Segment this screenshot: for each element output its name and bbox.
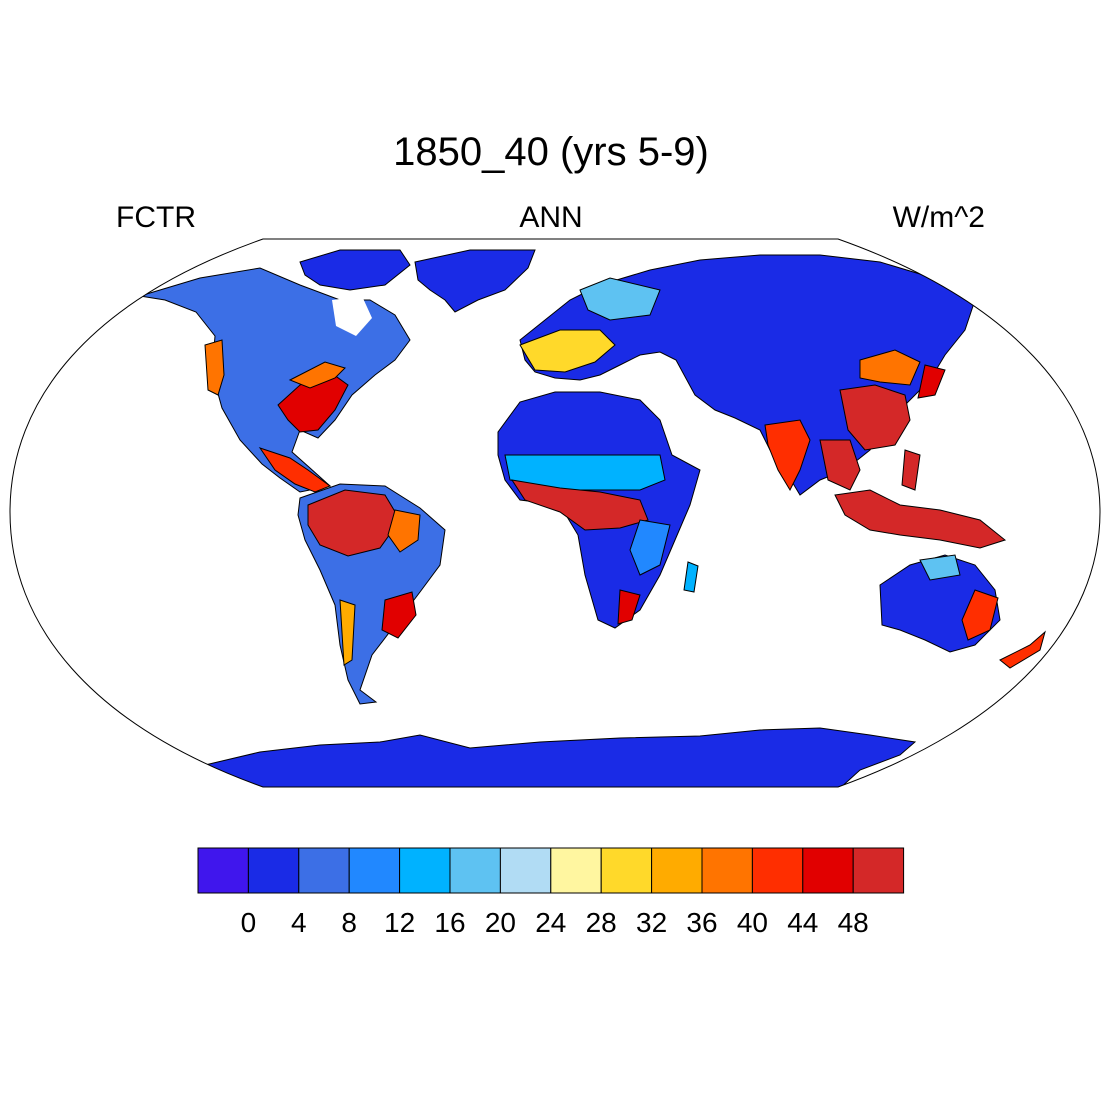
colorbar-tick-label: 20: [485, 907, 516, 938]
colorbar-box: [550, 847, 602, 894]
sa-orange: [387, 509, 421, 553]
china-east: [839, 384, 911, 451]
colorbar-tick-label: 16: [434, 907, 465, 938]
philippines: [901, 449, 921, 491]
plot-title: 1850_40 (yrs 5-9): [393, 130, 709, 174]
amazon: [307, 489, 401, 557]
sa-andes: [339, 599, 356, 666]
madagascar: [683, 561, 699, 593]
hudson-bay: [332, 296, 372, 336]
colorbar-box: [449, 847, 501, 894]
antarctica: [203, 727, 917, 787]
colorbar-tick-label: 12: [384, 907, 415, 938]
colorbar-box: [499, 847, 552, 894]
china-orange: [859, 349, 921, 386]
colorbar-box: [600, 847, 653, 894]
variable-label: FCTR: [116, 201, 196, 234]
colorbar-tick-label: 28: [586, 907, 617, 938]
colorbar-tick-label: 40: [737, 907, 768, 938]
season-label: ANN: [519, 201, 583, 234]
na-westcoast: [204, 339, 225, 396]
africa-congo: [510, 479, 649, 531]
australia-east: [961, 589, 999, 641]
india: [764, 419, 811, 492]
map-border: [9, 238, 1101, 788]
units-label: W/m^2: [892, 201, 985, 234]
colorbar-box: [298, 847, 350, 894]
colorbar-tick-label: 48: [838, 907, 869, 938]
africa-south: [617, 589, 641, 625]
africa-east: [629, 519, 671, 576]
colorbar-tick-label: 24: [535, 907, 566, 938]
europe-north: [579, 277, 661, 321]
colorbar-box: [802, 847, 854, 894]
na-east: [288, 361, 346, 389]
colorbar-tick-label: 36: [686, 907, 717, 938]
colorbar-labels: 0 4 8 12 16 20 24 28 32 36 40 44 48: [241, 907, 869, 938]
colorbar-tick-label: 8: [341, 907, 357, 938]
colorbar-box: [701, 847, 753, 894]
colorbar-tick-label: 44: [787, 907, 818, 938]
colorbar-tick-label: 0: [241, 907, 257, 938]
colorbar-box: [197, 847, 249, 894]
colorbar-box: [852, 847, 905, 894]
colorbar-tick-label: 32: [636, 907, 667, 938]
sa-southeast: [381, 591, 417, 639]
colorbar-tick-label: 4: [291, 907, 307, 938]
colorbar-box: [399, 847, 451, 894]
se-asia: [819, 439, 861, 491]
japan: [917, 364, 946, 399]
colorbar-box: [751, 847, 804, 894]
colorbar-box: [247, 847, 300, 894]
europe-west: [519, 329, 616, 373]
colorbar-boxes: [197, 847, 905, 894]
greenland: [414, 249, 536, 313]
central-america: [258, 447, 332, 493]
africa-sahel: [504, 454, 666, 491]
australia-north: [919, 554, 961, 581]
indonesia: [834, 489, 1007, 549]
arctic-islands: [299, 249, 411, 291]
land-fields: [139, 249, 1046, 787]
new-zealand: [999, 630, 1046, 669]
colorbar-box: [651, 847, 703, 894]
colorbar-box: [348, 847, 401, 894]
